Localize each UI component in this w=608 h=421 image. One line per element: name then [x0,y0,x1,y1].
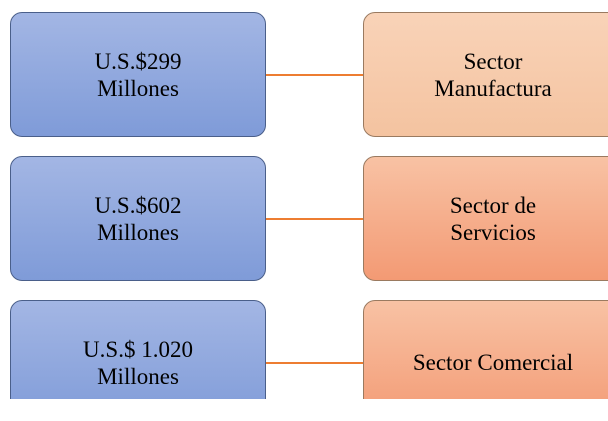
amount-text: Millones [97,75,179,101]
sector-box: Sector de Servicios [363,156,608,281]
sector-box: Sector Comercial [363,300,608,399]
connector [266,73,363,76]
amount-text: U.S.$ 1.020 [83,336,193,362]
sector-text: Sector Comercial [412,350,574,375]
amount-box: U.S.$602 Millones [10,156,266,281]
amount-text: Millones [97,363,179,389]
amount-box: U.S.$299 Millones [10,12,266,137]
sector-text: Sector [463,48,523,74]
connector [266,361,363,364]
sector-text: Servicios [450,219,536,245]
sector-text: Manufactura [434,75,552,101]
amount-box: U.S.$ 1.020 Millones [10,300,266,399]
amount-text: Millones [97,219,179,245]
connector [266,217,363,220]
amount-text: U.S.$602 [94,192,182,218]
sector-text: Sector de [449,192,537,218]
diagram-area: U.S.$299 Millones Sector Manufactura U.S.$60… [10,12,608,399]
sector-box: Sector Manufactura [363,12,608,137]
amount-text: U.S.$299 [94,48,182,74]
